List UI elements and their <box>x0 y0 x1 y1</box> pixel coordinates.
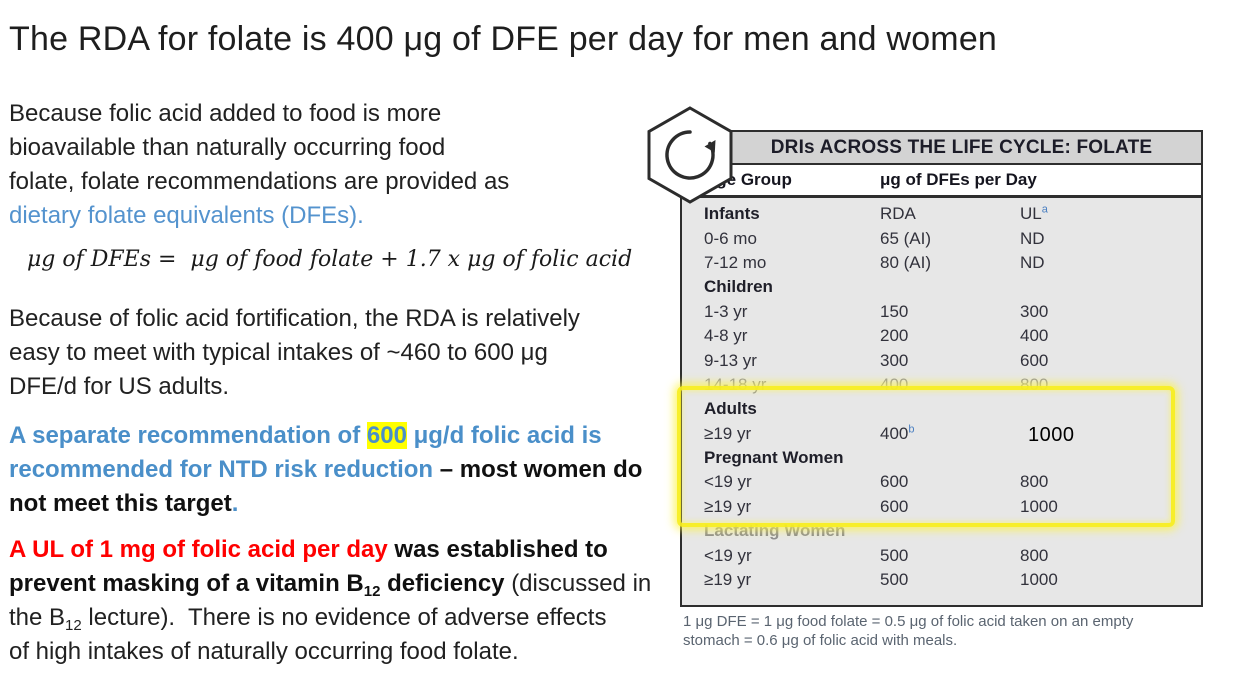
rda-cell: 200 <box>880 326 909 346</box>
age-group-cell: 1-3 yr <box>704 301 748 321</box>
ul-cell: ND <box>1020 252 1045 272</box>
text-line: folate, folate recommendations are provi… <box>9 168 510 195</box>
table-row: 7-12 mo 80 (AI) ND <box>682 251 1201 275</box>
text-segment: A separate recommendation of <box>9 422 367 449</box>
footnote-line: 1 μg DFE = 1 μg food folate = 0.5 μg of … <box>683 613 1134 630</box>
dfe-term-text: dietary folate equivalents (DFEs). <box>9 202 364 229</box>
text-line: easy to meet with typical intakes of ~46… <box>9 339 548 366</box>
text-segment: . <box>231 490 239 517</box>
text-segment: recommended for NTD risk reduction <box>9 456 440 483</box>
text-segment: – most women do <box>439 456 643 483</box>
age-group-cell: Pregnant Women <box>704 448 844 468</box>
page-title: The RDA for folate is 400 μg of DFE per … <box>9 20 998 58</box>
table-row: <19 yr 600 800 <box>682 470 1201 494</box>
footnote-marker: a <box>1041 203 1048 216</box>
age-group-cell: Lactating Women <box>704 521 846 541</box>
ul-cell: 300 <box>1020 301 1049 321</box>
rda-cell: 500 <box>880 545 909 565</box>
ul-cell: 800 <box>1020 545 1049 565</box>
table-title: DRIs ACROSS THE LIFE CYCLE: FOLATE <box>682 132 1201 165</box>
ul-cell: 1000 <box>1028 424 1075 447</box>
rda-cell: 500 <box>880 570 909 590</box>
age-group-cell: 0-6 mo <box>704 228 757 248</box>
dfe-formula: μg of DFEs = μg of food folate + 1.7 x μ… <box>27 247 633 272</box>
age-group-cell: 9-13 yr <box>704 350 757 370</box>
table-body: Infants RDA ULa 0-6 mo 65 (AI) ND 7-12 mo 80 (A… <box>682 198 1201 592</box>
table-row: <19 yr 500 800 <box>682 543 1201 567</box>
highlighted-600-text: 600 <box>366 422 407 449</box>
table-row: 1-3 yr 150 300 <box>682 300 1201 324</box>
rda-cell: 600 <box>880 472 909 492</box>
text-line: bioavailable than naturally occurring fo… <box>9 134 446 161</box>
age-group-cell: <19 yr <box>704 472 752 492</box>
rda-cell: 400 <box>880 374 909 394</box>
text-line: Because of folic acid fortification, the… <box>9 305 580 332</box>
table-row: 0-6 mo 65 (AI) ND <box>682 226 1201 250</box>
dfe-per-day-column-header: μg of DFEs per Day <box>880 170 1037 189</box>
age-group-cell: Infants <box>704 204 760 224</box>
ul-cell: 800 <box>1020 472 1049 492</box>
table-row: 9-13 yr 300 600 <box>682 348 1201 372</box>
ul-cell: 1000 <box>1020 570 1058 590</box>
footnote-marker: b <box>908 423 915 436</box>
text-segment: was established to <box>394 536 608 563</box>
table-header-row: Age Group μg of DFEs per Day <box>682 165 1201 198</box>
age-group-cell: Adults <box>704 399 757 419</box>
table-row: Infants RDA ULa <box>682 202 1201 226</box>
age-group-cell: ≥19 yr <box>704 423 752 443</box>
age-group-cell: 4-8 yr <box>704 326 748 346</box>
rda-cell: 80 (AI) <box>880 252 932 272</box>
ul-cell: 800 <box>1020 374 1049 394</box>
rda-cell: RDA <box>880 204 916 224</box>
b12-subscript: 12 <box>363 583 381 600</box>
paragraph-bioavailability: Because folic acid added to food is more… <box>9 97 509 233</box>
age-group-cell: 7-12 mo <box>704 252 767 272</box>
rda-cell: 600 <box>880 496 909 516</box>
text-segment: (discussed in <box>511 570 652 597</box>
table-row: ≥19 yr 400b 1000 <box>682 422 1201 447</box>
text-segment: lecture). There is no evidence of advers… <box>81 604 607 631</box>
b12-subscript: 12 <box>65 617 82 634</box>
table-row: 4-8 yr 200 400 <box>682 324 1201 348</box>
ul-cell: ND <box>1020 228 1045 248</box>
rda-cell: 300 <box>880 350 909 370</box>
age-group-cell: <19 yr <box>704 545 752 565</box>
text-segment: of high intakes of naturally occurring f… <box>9 638 519 665</box>
ul-cell: ULa <box>1020 203 1048 224</box>
table-footnote: 1 μg DFE = 1 μg food folate = 0.5 μg of … <box>683 612 1213 650</box>
text-line: DFE/d for US adults. <box>9 373 230 400</box>
paragraph-fortification: Because of folic acid fortification, the… <box>9 302 580 404</box>
age-group-cell: Children <box>704 277 773 297</box>
table-row: Children <box>682 275 1201 299</box>
footnote-line: stomach = 0.6 μg of folic acid with meal… <box>683 632 958 649</box>
life-cycle-icon <box>647 106 733 204</box>
text-segment: not meet this target <box>9 490 232 517</box>
age-group-cell: ≥19 yr <box>704 570 752 590</box>
text-segment: deficiency <box>380 570 512 597</box>
ul-cell: 400 <box>1020 326 1049 346</box>
table-row: Lactating Women <box>682 519 1201 543</box>
text-segment: μg/d folic acid is <box>406 422 602 449</box>
table-row: 14-18 yr 400 800 <box>682 373 1201 397</box>
dri-folate-table: DRIs ACROSS THE LIFE CYCLE: FOLATE Age G… <box>680 130 1203 607</box>
text-segment: the B <box>9 604 66 631</box>
age-group-cell: 14-18 yr <box>704 374 767 394</box>
rda-cell: 65 (AI) <box>880 228 932 248</box>
rda-cell: 150 <box>880 301 909 321</box>
text-segment: prevent masking of a vitamin B <box>9 570 364 597</box>
age-group-cell: ≥19 yr <box>704 496 752 516</box>
text-line: Because folic acid added to food is more <box>9 100 442 127</box>
ul-cell: 600 <box>1020 350 1049 370</box>
table-row: Adults <box>682 397 1201 421</box>
ul-warning-text: A UL of 1 mg of folic acid per day <box>9 536 395 563</box>
ul-cell: 1000 <box>1020 496 1058 516</box>
rda-cell: 400b <box>880 423 915 443</box>
paragraph-ul-warning: A UL of 1 mg of folic acid per day was e… <box>9 533 651 669</box>
table-row: ≥19 yr 600 1000 <box>682 495 1201 519</box>
table-row: ≥19 yr 500 1000 <box>682 568 1201 592</box>
paragraph-ntd-recommendation: A separate recommendation of 600 μg/d fo… <box>9 419 642 521</box>
table-row: Pregnant Women <box>682 446 1201 470</box>
